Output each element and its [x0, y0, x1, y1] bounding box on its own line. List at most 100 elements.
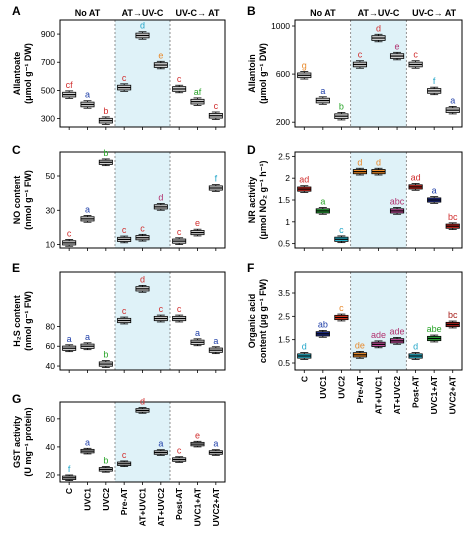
significance-letter: a: [320, 86, 325, 96]
significance-letter: a: [85, 332, 90, 342]
panel-letter: E: [12, 261, 20, 275]
y-tick-label: 1000: [271, 21, 290, 31]
x-tick-label: Pre-AT: [119, 487, 129, 515]
y-tick-label: 60: [46, 414, 56, 424]
significance-letter: e: [158, 50, 163, 60]
significance-letter: c: [122, 73, 127, 83]
significance-letter: d: [158, 192, 163, 202]
panel-letter: G: [12, 392, 21, 406]
panel-b: 200 600 1000 Allantoin (μmol g⁻¹ DW) Bg a b c d e c…: [247, 4, 463, 130]
y-tick-label: 900: [41, 29, 55, 39]
significance-letter: c: [177, 74, 182, 84]
significance-letter: d: [413, 342, 418, 352]
y-tick-label: 0.5: [278, 239, 290, 249]
significance-letter: a: [85, 204, 90, 214]
significance-letter: f: [215, 174, 218, 184]
significance-letter: a: [213, 439, 218, 449]
significance-letter: bc: [448, 310, 458, 320]
y-tick-label: 500: [41, 85, 55, 95]
y-axis-label: (nmol g⁻¹ FW): [23, 291, 33, 351]
y-axis-label: GST activity: [12, 416, 22, 468]
y-tick-label: 1: [285, 217, 290, 227]
y-axis-label: content (μg g⁻¹ FW): [258, 279, 268, 363]
significance-letter: ab: [318, 319, 328, 329]
panel-d: 0.5 1 1.5 2 2.5 NR activity (μmol NO₂ g⁻¹ h⁻¹)…: [247, 143, 463, 251]
y-axis-label: Allantoin: [247, 54, 257, 93]
significance-letter: c: [339, 225, 344, 235]
significance-letter: c: [214, 101, 219, 111]
x-tick-label: UVC1: [318, 376, 328, 399]
y-axis-label: H₂S content: [12, 295, 22, 347]
y-tick-label: 600: [276, 69, 290, 79]
x-tick-label: UVC1+AT: [193, 487, 203, 526]
significance-letter: a: [320, 197, 325, 207]
panel-g: 20 40 60 GST activity (U mg⁻¹ protein)Gf a b c d…: [12, 392, 226, 527]
panel-letter: F: [247, 261, 254, 275]
y-tick-label: 1.5: [278, 335, 290, 345]
y-tick-label: 40: [46, 442, 56, 452]
y-tick-label: 40: [46, 361, 56, 371]
significance-letter: d: [140, 274, 145, 284]
x-tick-label: C: [64, 488, 74, 494]
x-tick-label: UVC1+AT: [429, 375, 439, 414]
y-axis-label: Organic acid: [247, 294, 257, 349]
significance-letter: d: [376, 157, 381, 167]
x-tick-label: AT+UVC2: [156, 488, 166, 527]
group-label: UV-C→ AT: [176, 8, 221, 18]
y-tick-label: 2.5: [278, 311, 290, 321]
significance-letter: b: [103, 106, 108, 116]
y-tick-label: 3.5: [278, 288, 290, 298]
significance-letter: d: [140, 397, 145, 407]
significance-letter: a: [158, 439, 163, 449]
significance-letter: a: [432, 186, 437, 196]
significance-letter: af: [194, 87, 202, 97]
group-label: AT→UV-C: [122, 8, 164, 18]
significance-letter: b: [103, 148, 108, 158]
significance-letter: ad: [299, 175, 309, 185]
y-axis-label: NO content: [12, 176, 22, 225]
y-tick-label: 700: [41, 57, 55, 67]
x-tick-label: AT+UVC2: [392, 376, 402, 415]
y-axis-label: Allantoate: [12, 52, 22, 96]
panel-f: 0.5 1.5 2.5 3.5 Organic acid content (μg g⁻¹ …: [247, 261, 463, 415]
significance-letter: f: [433, 76, 436, 86]
x-tick-label: UVC2: [336, 376, 346, 399]
y-tick-label: 2: [285, 173, 290, 183]
significance-letter: a: [450, 95, 455, 105]
significance-letter: f: [68, 464, 71, 474]
y-tick-label: 2.5: [278, 151, 290, 161]
x-tick-label: UVC1: [83, 488, 93, 511]
y-tick-label: 10: [46, 240, 56, 250]
x-tick-label: Post-AT: [411, 375, 421, 408]
group-label: No AT: [75, 8, 101, 18]
x-tick-label: C: [299, 376, 309, 382]
significance-letter: bc: [448, 212, 458, 222]
significance-letter: a: [213, 336, 218, 346]
y-tick-label: 50: [46, 171, 56, 181]
x-tick-label: UVC2+AT: [448, 375, 458, 414]
panel-a: 300 500 700 900 Allantoate (μmol g⁻¹ DW) Acf a b…: [12, 4, 226, 130]
y-tick-label: 200: [276, 117, 290, 127]
panel-c: 10 30 50 NO content (nmol g⁻¹ FW) Cc a b c c d c e f: [12, 143, 226, 251]
x-tick-label: UVC2+AT: [211, 487, 221, 526]
significance-letter: a: [67, 334, 72, 344]
significance-letter: e: [195, 430, 200, 440]
y-tick-label: 300: [41, 114, 55, 124]
x-tick-label: AT+UVC1: [374, 376, 384, 415]
y-axis-label: (μmol g⁻¹ DW): [23, 43, 33, 104]
significance-letter: e: [395, 41, 400, 51]
significance-letter: c: [339, 303, 344, 313]
significance-letter: a: [195, 328, 200, 338]
significance-letter: c: [140, 223, 145, 233]
significance-letter: a: [85, 437, 90, 447]
significance-letter: c: [177, 227, 182, 237]
y-tick-label: 30: [46, 205, 56, 215]
significance-letter: g: [302, 61, 307, 71]
significance-letter: e: [195, 218, 200, 228]
highlight-band: [115, 152, 170, 248]
y-axis-label: (μmol g⁻¹ DW): [258, 43, 268, 104]
significance-letter: d: [376, 23, 381, 33]
significance-letter: d: [357, 157, 362, 167]
significance-letter: c: [177, 446, 182, 456]
